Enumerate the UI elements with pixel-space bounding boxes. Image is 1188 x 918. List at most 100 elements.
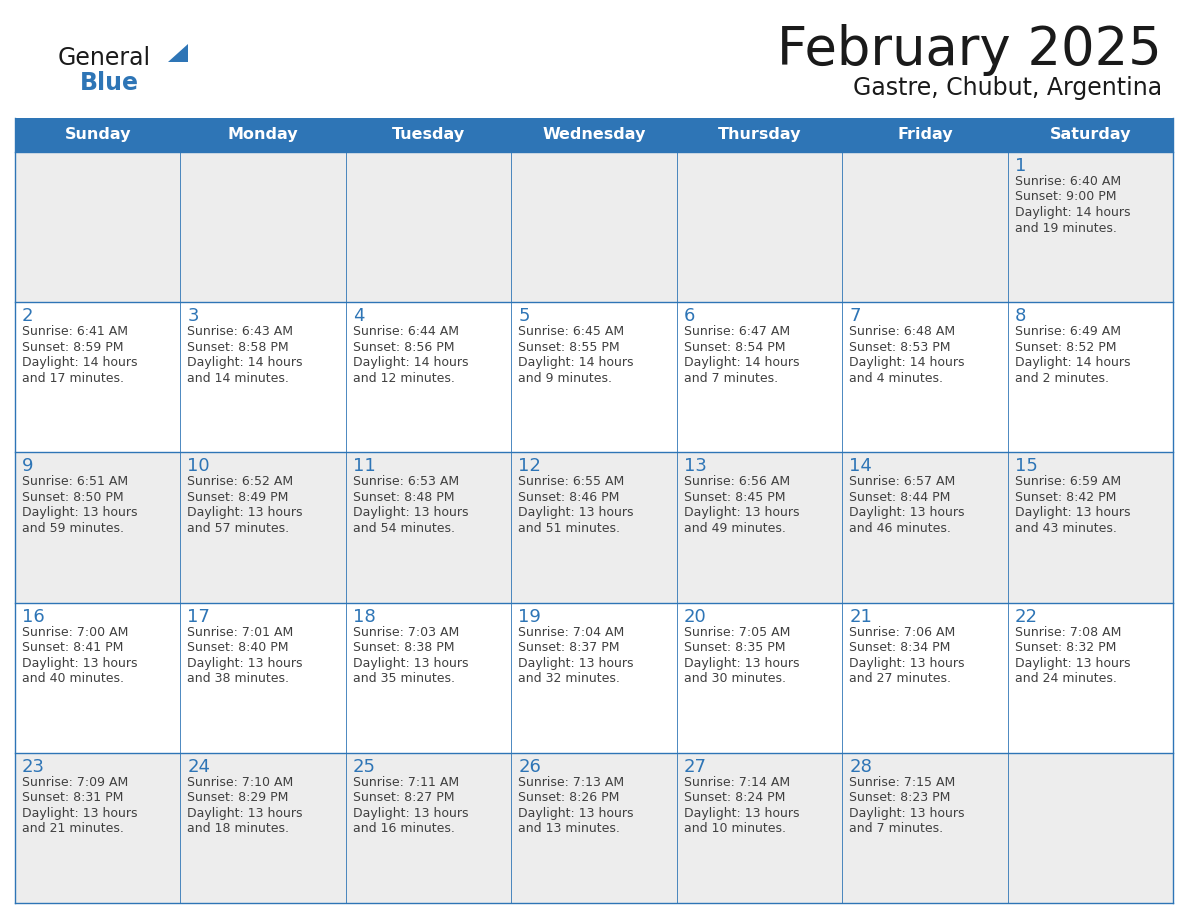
Text: Sunset: 8:49 PM: Sunset: 8:49 PM	[188, 491, 289, 504]
Text: Daylight: 13 hours: Daylight: 13 hours	[23, 656, 138, 669]
Text: 14: 14	[849, 457, 872, 476]
Text: General: General	[58, 46, 151, 70]
Text: and 14 minutes.: and 14 minutes.	[188, 372, 290, 385]
Text: 4: 4	[353, 308, 365, 325]
Text: Daylight: 13 hours: Daylight: 13 hours	[684, 507, 800, 520]
Text: Friday: Friday	[897, 128, 953, 142]
Text: and 38 minutes.: and 38 minutes.	[188, 672, 290, 685]
Text: 10: 10	[188, 457, 210, 476]
Text: Monday: Monday	[228, 128, 298, 142]
Text: and 35 minutes.: and 35 minutes.	[353, 672, 455, 685]
Text: Sunrise: 7:05 AM: Sunrise: 7:05 AM	[684, 625, 790, 639]
Text: Sunrise: 6:59 AM: Sunrise: 6:59 AM	[1015, 476, 1120, 488]
Text: Sunset: 8:54 PM: Sunset: 8:54 PM	[684, 341, 785, 353]
Text: 20: 20	[684, 608, 707, 625]
Text: Daylight: 14 hours: Daylight: 14 hours	[1015, 206, 1130, 219]
Text: Sunset: 8:24 PM: Sunset: 8:24 PM	[684, 791, 785, 804]
Text: Sunset: 8:31 PM: Sunset: 8:31 PM	[23, 791, 124, 804]
Text: 15: 15	[1015, 457, 1037, 476]
Text: Sunset: 8:55 PM: Sunset: 8:55 PM	[518, 341, 620, 353]
Text: and 10 minutes.: and 10 minutes.	[684, 823, 785, 835]
Text: Sunrise: 6:55 AM: Sunrise: 6:55 AM	[518, 476, 625, 488]
Text: Sunrise: 6:43 AM: Sunrise: 6:43 AM	[188, 325, 293, 338]
Text: Sunset: 8:48 PM: Sunset: 8:48 PM	[353, 491, 454, 504]
Text: Blue: Blue	[80, 71, 139, 95]
Bar	[15, 118, 1173, 152]
Text: and 7 minutes.: and 7 minutes.	[684, 372, 778, 385]
Text: Sunrise: 6:53 AM: Sunrise: 6:53 AM	[353, 476, 459, 488]
Text: 22: 22	[1015, 608, 1037, 625]
Bar	[15, 602, 1173, 753]
Text: and 49 minutes.: and 49 minutes.	[684, 522, 785, 535]
Text: Daylight: 13 hours: Daylight: 13 hours	[684, 807, 800, 820]
Text: Sunset: 8:38 PM: Sunset: 8:38 PM	[353, 641, 454, 655]
Text: Daylight: 13 hours: Daylight: 13 hours	[1015, 507, 1130, 520]
Text: Gastre, Chubut, Argentina: Gastre, Chubut, Argentina	[853, 76, 1162, 100]
Text: Sunrise: 7:06 AM: Sunrise: 7:06 AM	[849, 625, 955, 639]
Text: and 2 minutes.: and 2 minutes.	[1015, 372, 1108, 385]
Text: Sunset: 8:59 PM: Sunset: 8:59 PM	[23, 341, 124, 353]
Text: 19: 19	[518, 608, 542, 625]
Text: and 19 minutes.: and 19 minutes.	[1015, 221, 1117, 234]
Text: and 24 minutes.: and 24 minutes.	[1015, 672, 1117, 685]
Text: Sunset: 8:26 PM: Sunset: 8:26 PM	[518, 791, 620, 804]
Text: Daylight: 14 hours: Daylight: 14 hours	[518, 356, 633, 369]
Text: Sunset: 8:52 PM: Sunset: 8:52 PM	[1015, 341, 1116, 353]
Text: Daylight: 13 hours: Daylight: 13 hours	[23, 507, 138, 520]
Text: Sunset: 8:35 PM: Sunset: 8:35 PM	[684, 641, 785, 655]
Text: Sunset: 8:58 PM: Sunset: 8:58 PM	[188, 341, 289, 353]
Text: Sunrise: 6:41 AM: Sunrise: 6:41 AM	[23, 325, 128, 338]
Bar	[15, 302, 1173, 453]
Text: and 16 minutes.: and 16 minutes.	[353, 823, 455, 835]
Text: Sunset: 8:37 PM: Sunset: 8:37 PM	[518, 641, 620, 655]
Text: 28: 28	[849, 757, 872, 776]
Text: and 40 minutes.: and 40 minutes.	[23, 672, 124, 685]
Text: Sunset: 8:32 PM: Sunset: 8:32 PM	[1015, 641, 1116, 655]
Text: Daylight: 13 hours: Daylight: 13 hours	[518, 507, 633, 520]
Text: and 27 minutes.: and 27 minutes.	[849, 672, 952, 685]
Text: Sunrise: 7:10 AM: Sunrise: 7:10 AM	[188, 776, 293, 789]
Text: Sunrise: 6:44 AM: Sunrise: 6:44 AM	[353, 325, 459, 338]
Text: 26: 26	[518, 757, 542, 776]
Text: 8: 8	[1015, 308, 1026, 325]
Text: and 17 minutes.: and 17 minutes.	[23, 372, 124, 385]
Text: Sunset: 8:23 PM: Sunset: 8:23 PM	[849, 791, 950, 804]
Text: 6: 6	[684, 308, 695, 325]
Text: 16: 16	[23, 608, 45, 625]
Text: Sunrise: 7:08 AM: Sunrise: 7:08 AM	[1015, 625, 1121, 639]
Text: Sunset: 8:56 PM: Sunset: 8:56 PM	[353, 341, 454, 353]
Text: and 7 minutes.: and 7 minutes.	[849, 823, 943, 835]
Text: 18: 18	[353, 608, 375, 625]
Text: Sunrise: 6:51 AM: Sunrise: 6:51 AM	[23, 476, 128, 488]
Text: Thursday: Thursday	[718, 128, 801, 142]
Text: Daylight: 13 hours: Daylight: 13 hours	[353, 807, 468, 820]
Text: Daylight: 13 hours: Daylight: 13 hours	[188, 656, 303, 669]
Text: and 43 minutes.: and 43 minutes.	[1015, 522, 1117, 535]
Polygon shape	[168, 44, 188, 62]
Text: 24: 24	[188, 757, 210, 776]
Text: Daylight: 13 hours: Daylight: 13 hours	[684, 656, 800, 669]
Text: Sunset: 8:29 PM: Sunset: 8:29 PM	[188, 791, 289, 804]
Bar	[15, 152, 1173, 302]
Text: 7: 7	[849, 308, 860, 325]
Text: Sunset: 8:40 PM: Sunset: 8:40 PM	[188, 641, 289, 655]
Text: Sunrise: 6:56 AM: Sunrise: 6:56 AM	[684, 476, 790, 488]
Text: Sunrise: 7:03 AM: Sunrise: 7:03 AM	[353, 625, 459, 639]
Text: and 51 minutes.: and 51 minutes.	[518, 522, 620, 535]
Text: Daylight: 14 hours: Daylight: 14 hours	[849, 356, 965, 369]
Text: Daylight: 13 hours: Daylight: 13 hours	[188, 807, 303, 820]
Text: Sunday: Sunday	[64, 128, 131, 142]
Text: 12: 12	[518, 457, 542, 476]
Text: Sunrise: 7:01 AM: Sunrise: 7:01 AM	[188, 625, 293, 639]
Text: and 59 minutes.: and 59 minutes.	[23, 522, 124, 535]
Text: Sunrise: 7:09 AM: Sunrise: 7:09 AM	[23, 776, 128, 789]
Text: 25: 25	[353, 757, 375, 776]
Text: 9: 9	[23, 457, 33, 476]
Text: Sunset: 8:50 PM: Sunset: 8:50 PM	[23, 491, 124, 504]
Text: Daylight: 14 hours: Daylight: 14 hours	[353, 356, 468, 369]
Text: Daylight: 13 hours: Daylight: 13 hours	[518, 656, 633, 669]
Text: Tuesday: Tuesday	[392, 128, 466, 142]
Text: and 30 minutes.: and 30 minutes.	[684, 672, 785, 685]
Text: Sunrise: 6:45 AM: Sunrise: 6:45 AM	[518, 325, 625, 338]
Bar	[15, 753, 1173, 903]
